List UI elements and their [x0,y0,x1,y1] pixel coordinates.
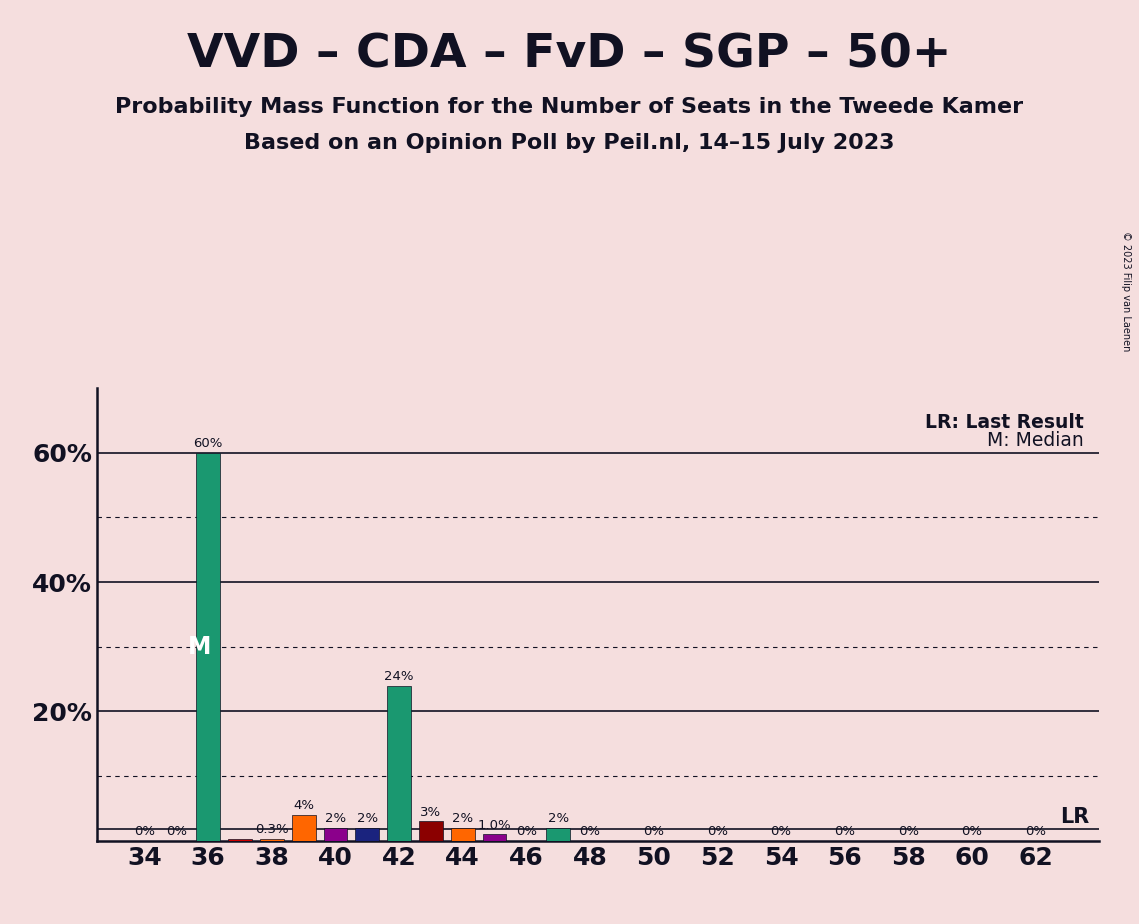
Text: 0%: 0% [898,825,919,838]
Bar [451,828,475,841]
Text: 1.0%: 1.0% [477,819,511,832]
Bar [483,834,507,841]
Text: 0%: 0% [961,825,982,838]
Bar [196,453,220,841]
Bar [547,828,571,841]
Text: 0.3%: 0.3% [255,823,288,836]
Bar [387,686,411,841]
Text: Probability Mass Function for the Number of Seats in the Tweede Kamer: Probability Mass Function for the Number… [115,97,1024,117]
Text: 0%: 0% [1025,825,1046,838]
Text: 2%: 2% [357,812,378,825]
Text: 0%: 0% [834,825,855,838]
Bar [419,821,443,841]
Text: M: Median: M: Median [988,432,1084,450]
Bar [228,839,252,841]
Text: 24%: 24% [384,670,413,683]
Bar [292,815,316,841]
Bar [260,839,284,841]
Text: 0%: 0% [134,825,155,838]
Text: 0%: 0% [707,825,728,838]
Text: 2%: 2% [452,812,474,825]
Text: 0%: 0% [166,825,187,838]
Text: 0%: 0% [770,825,792,838]
Text: 60%: 60% [194,437,223,450]
Text: 3%: 3% [420,806,442,819]
Text: 4%: 4% [293,799,314,812]
Text: 0%: 0% [516,825,536,838]
Text: 0%: 0% [644,825,664,838]
Text: LR: LR [1060,807,1090,827]
Text: M: M [188,635,211,659]
Text: LR: Last Result: LR: Last Result [925,413,1084,432]
Text: 2%: 2% [548,812,568,825]
Text: © 2023 Filip van Laenen: © 2023 Filip van Laenen [1121,231,1131,351]
Text: 0%: 0% [580,825,600,838]
Bar [355,828,379,841]
Text: VVD – CDA – FvD – SGP – 50+: VVD – CDA – FvD – SGP – 50+ [187,32,952,78]
Text: Based on an Opinion Poll by Peil.nl, 14–15 July 2023: Based on an Opinion Poll by Peil.nl, 14–… [244,133,895,153]
Bar [323,828,347,841]
Text: 2%: 2% [325,812,346,825]
